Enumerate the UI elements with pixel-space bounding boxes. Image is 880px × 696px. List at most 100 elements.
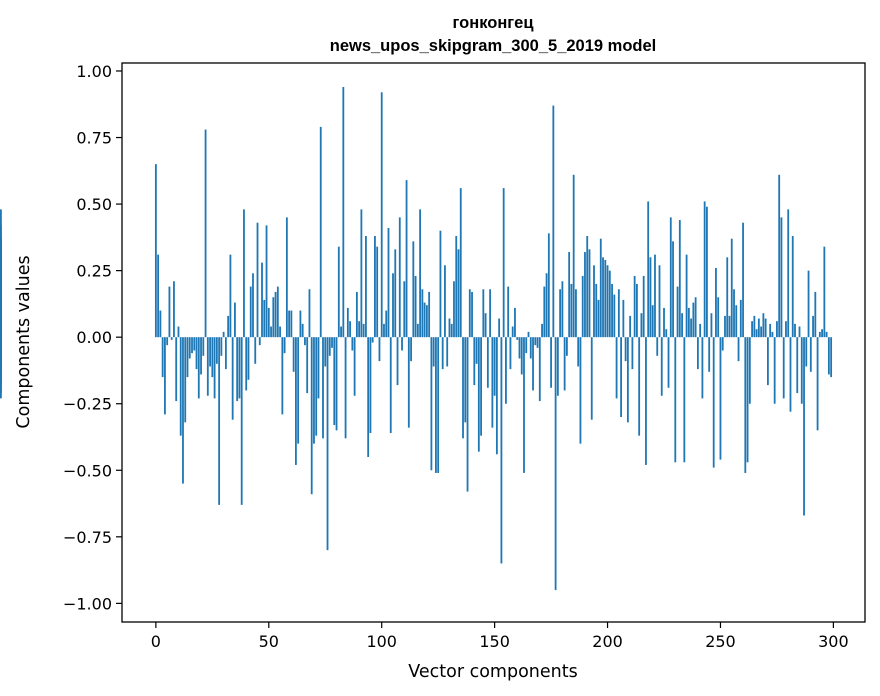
bar-109 bbox=[401, 337, 403, 351]
bar-65 bbox=[301, 323, 304, 338]
bar-48 bbox=[263, 299, 266, 338]
bar-195 bbox=[595, 283, 598, 338]
bar-227 bbox=[667, 337, 670, 388]
bar-213 bbox=[636, 283, 638, 338]
bar-32 bbox=[227, 315, 230, 338]
bar-198 bbox=[602, 257, 604, 338]
bar-34 bbox=[231, 337, 234, 420]
bar-55 bbox=[279, 326, 281, 338]
bar-183 bbox=[568, 252, 571, 338]
bar-281 bbox=[789, 337, 792, 412]
bar-283 bbox=[794, 323, 796, 338]
bar-108 bbox=[398, 217, 401, 338]
bar-222 bbox=[656, 337, 659, 356]
bar-119 bbox=[423, 302, 426, 338]
bar-216 bbox=[642, 275, 645, 338]
bar-277 bbox=[780, 217, 783, 338]
bar-218 bbox=[647, 201, 650, 338]
bar-231 bbox=[676, 286, 679, 338]
bar-30 bbox=[222, 331, 225, 338]
bar-165 bbox=[527, 331, 530, 338]
bar-249 bbox=[717, 297, 720, 338]
bar-266 bbox=[755, 329, 758, 338]
bar-290 bbox=[809, 337, 812, 372]
bar-10 bbox=[177, 326, 180, 338]
bar-247 bbox=[712, 337, 715, 468]
bar-84 bbox=[344, 337, 347, 439]
bar-19 bbox=[197, 337, 200, 399]
bar-228 bbox=[669, 217, 672, 338]
bar-68 bbox=[308, 289, 311, 338]
bar-42 bbox=[249, 286, 252, 338]
bar-235 bbox=[685, 254, 688, 338]
bar-276 bbox=[778, 174, 781, 338]
bar-82 bbox=[340, 326, 342, 338]
bar-178 bbox=[556, 337, 559, 396]
bar-53 bbox=[274, 291, 277, 338]
bar-267 bbox=[757, 318, 760, 338]
bar-240 bbox=[696, 337, 699, 370]
bar-154 bbox=[502, 188, 505, 338]
bar-20 bbox=[200, 337, 202, 375]
bar-260 bbox=[742, 222, 744, 338]
x-tick-label: 0 bbox=[151, 632, 161, 651]
bar-50 bbox=[267, 307, 270, 338]
bar-58 bbox=[285, 217, 288, 338]
bar-92 bbox=[362, 323, 365, 338]
bar-80 bbox=[335, 337, 338, 431]
bar-104 bbox=[389, 337, 392, 434]
bar-49 bbox=[265, 225, 268, 338]
bar-243 bbox=[703, 201, 706, 338]
bar-100 bbox=[380, 92, 383, 338]
x-axis-ticks: 0 50 100 150 200 250 300 bbox=[151, 622, 849, 651]
bar-133 bbox=[455, 236, 458, 338]
bar-206 bbox=[620, 337, 622, 418]
bar-63 bbox=[297, 337, 300, 444]
bar-106 bbox=[394, 249, 397, 338]
bar-271 bbox=[766, 337, 769, 386]
bar-121 bbox=[428, 291, 431, 338]
bar-91 bbox=[360, 209, 363, 338]
bar-33 bbox=[229, 254, 232, 338]
bar-298 bbox=[827, 337, 830, 375]
bar-212 bbox=[633, 275, 636, 338]
y-tick-label: −0.25 bbox=[63, 395, 112, 414]
bar-279 bbox=[785, 321, 787, 338]
y-tick-label: 0.50 bbox=[76, 195, 112, 214]
bar-96 bbox=[371, 337, 374, 343]
bar-6 bbox=[168, 286, 171, 338]
bar-193 bbox=[590, 337, 593, 420]
bar-265 bbox=[753, 315, 756, 338]
bar-219 bbox=[649, 257, 652, 338]
bar-245 bbox=[708, 337, 711, 372]
bar-24 bbox=[209, 337, 211, 367]
bar-7 bbox=[170, 337, 173, 340]
bar-188 bbox=[579, 337, 582, 444]
bar-272 bbox=[769, 323, 772, 338]
bar-117 bbox=[419, 209, 422, 338]
bar-4 bbox=[164, 337, 166, 415]
bar-229 bbox=[672, 241, 674, 338]
bar-169 bbox=[536, 337, 539, 348]
bar-232 bbox=[678, 220, 681, 338]
bar-111 bbox=[405, 180, 408, 338]
bar-66 bbox=[304, 337, 306, 346]
bar-208 bbox=[624, 337, 627, 362]
bar-176 bbox=[552, 105, 555, 338]
bar-15 bbox=[188, 337, 191, 359]
bar-95 bbox=[369, 337, 372, 434]
bar-45 bbox=[256, 222, 259, 338]
bar-181 bbox=[563, 337, 566, 391]
bar-190 bbox=[584, 252, 586, 338]
bar-13 bbox=[184, 337, 187, 423]
bar-155 bbox=[505, 337, 507, 404]
bar-258 bbox=[737, 337, 740, 362]
bar-256 bbox=[733, 289, 735, 338]
y-tick-label: 0.00 bbox=[76, 328, 112, 347]
bar-61 bbox=[292, 337, 295, 372]
bar-149 bbox=[491, 337, 494, 428]
bar-126 bbox=[439, 230, 442, 338]
y-tick-label: 0.25 bbox=[76, 262, 112, 281]
bar-74 bbox=[322, 337, 324, 439]
bar-202 bbox=[611, 283, 613, 338]
